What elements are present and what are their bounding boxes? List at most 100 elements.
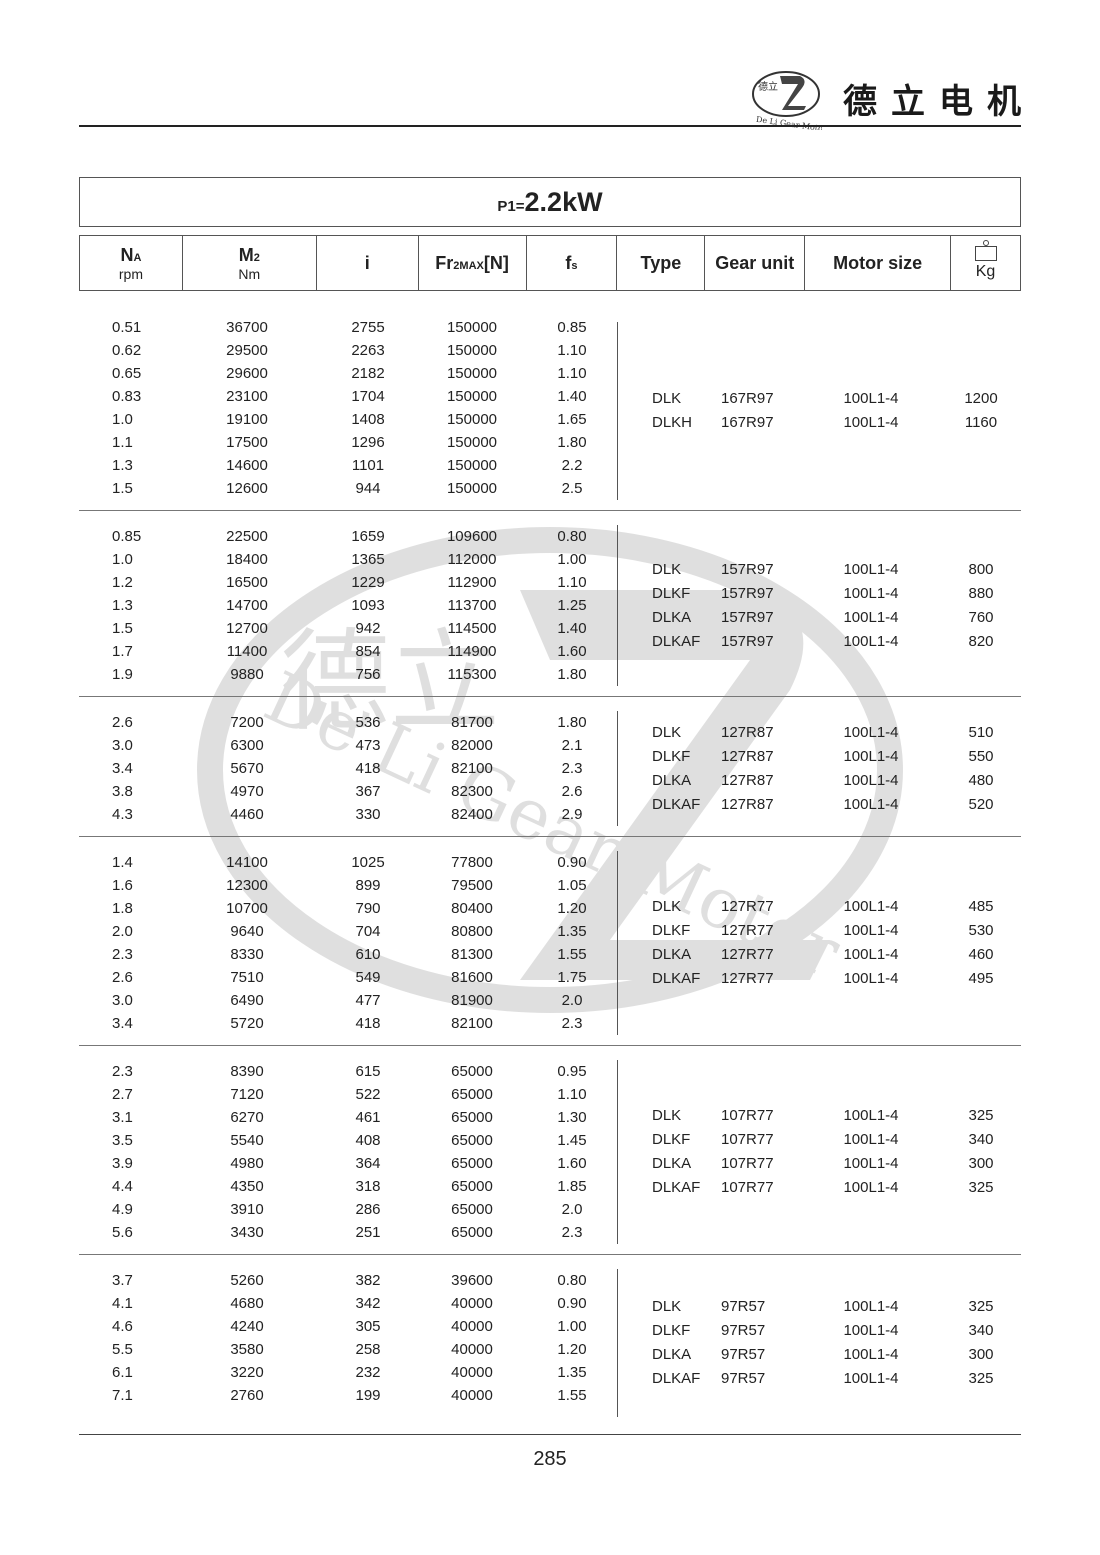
- na-cell: 1.8: [112, 900, 133, 917]
- na-cell: 1.6: [112, 877, 133, 894]
- na-cell: 1.5: [112, 480, 133, 497]
- type-row: DLKAF 157R97 100L1-4 820: [618, 630, 1021, 654]
- i-cell: 549: [355, 969, 381, 986]
- fr2max-cell: 82400: [451, 806, 493, 823]
- type-row: DLKAF 127R87 100L1-4 520: [618, 793, 1021, 817]
- weight-cell: 340: [968, 1322, 994, 1339]
- fr2max-cell: 81900: [451, 992, 493, 1009]
- fr2max-cell: 112000: [447, 551, 497, 568]
- col-type: Type: [616, 236, 704, 290]
- fs-cell: 1.55: [557, 1387, 587, 1404]
- type-row: DLKH 167R97 100L1-4 1160: [618, 411, 1021, 435]
- fs-cell: 0.85: [557, 319, 587, 336]
- na-cell: 4.9: [112, 1201, 133, 1218]
- i-cell: 854: [355, 643, 381, 660]
- m2-cell: 14100: [226, 854, 268, 871]
- table-row: 2.6 7510 549 81600 1.75: [79, 966, 617, 989]
- weight-cell: 325: [968, 1298, 994, 1315]
- fr2max-cell: 150000: [446, 319, 498, 336]
- fs-cell: 1.80: [557, 666, 587, 683]
- gear-unit-cell: 127R87: [721, 795, 774, 813]
- fs-cell: 1.10: [557, 574, 587, 591]
- i-cell: 418: [355, 1015, 381, 1032]
- fs-cell: 1.30: [557, 1109, 587, 1126]
- na-cell: 2.3: [112, 1063, 133, 1080]
- m2-cell: 2760: [230, 1387, 264, 1404]
- weight-cell: 510: [968, 723, 994, 741]
- fs-cell: 1.85: [557, 1178, 587, 1195]
- table-row: 4.1 4680 342 40000 0.90: [79, 1292, 617, 1315]
- table-row: 1.8 10700 790 80400 1.20: [79, 897, 617, 920]
- m2-cell: 8390: [230, 1063, 264, 1080]
- table-row: 3.1 6270 461 65000 1.30: [79, 1106, 617, 1129]
- weight-cell: 495: [968, 970, 994, 987]
- type-row: DLKAF 97R57 100L1-4 325: [618, 1367, 1021, 1391]
- type-row: DLK 167R97 100L1-4 1200: [618, 387, 1021, 411]
- na-cell: 0.65: [112, 365, 142, 382]
- i-cell: 522: [355, 1086, 381, 1103]
- fs-cell: 1.00: [557, 1318, 587, 1335]
- fr2max-cell: 65000: [451, 1178, 493, 1195]
- type-cell: DLKA: [652, 771, 692, 789]
- motor-size-cell: 100L1-4: [843, 1179, 899, 1196]
- fr2max-cell: 150000: [446, 457, 498, 474]
- m2-cell: 4680: [230, 1295, 264, 1312]
- type-cell: DLKF: [652, 1322, 691, 1339]
- fs-cell: 1.20: [557, 1341, 587, 1358]
- fr2max-cell: 39600: [451, 1272, 493, 1289]
- na-cell: 1.0: [112, 551, 133, 568]
- i-cell: 367: [355, 783, 381, 800]
- na-cell: 1.3: [112, 597, 133, 614]
- fr2max-cell: 82300: [451, 783, 493, 800]
- fr2max-cell: 40000: [451, 1387, 493, 1404]
- fr2max-cell: 113700: [447, 597, 497, 614]
- m2-cell: 7120: [230, 1086, 264, 1103]
- type-cell: DLK: [652, 1298, 682, 1315]
- brand-name: 德立电机: [843, 82, 1035, 122]
- table-row: 3.0 6300 473 82000 2.1: [79, 734, 617, 757]
- fr2max-cell: 65000: [451, 1109, 493, 1126]
- m2-cell: 4980: [230, 1155, 264, 1172]
- fr2max-cell: 150000: [446, 434, 498, 451]
- type-row: DLK 107R77 100L1-4 325: [618, 1104, 1021, 1128]
- fs-cell: 0.80: [557, 1272, 587, 1289]
- i-cell: 1408: [351, 411, 385, 428]
- type-row: DLKF 107R77 100L1-4 340: [618, 1128, 1021, 1152]
- i-cell: 461: [355, 1109, 381, 1126]
- gear-unit-cell: 157R97: [721, 560, 774, 578]
- weight-cell: 520: [968, 795, 994, 813]
- na-cell: 3.5: [112, 1132, 133, 1149]
- table-row: 5.5 3580 258 40000 1.20: [79, 1338, 617, 1361]
- power-label: P1=: [497, 198, 525, 215]
- gear-unit-cell: 107R77: [721, 1107, 774, 1124]
- fr2max-cell: 40000: [451, 1364, 493, 1381]
- fs-cell: 1.40: [557, 620, 587, 637]
- na-cell: 5.6: [112, 1224, 133, 1241]
- i-cell: 1093: [351, 597, 385, 614]
- i-cell: 1229: [351, 574, 385, 591]
- motor-size-cell: 100L1-4: [843, 1298, 899, 1315]
- gear-unit-cell: 107R77: [721, 1179, 774, 1196]
- type-row: DLKA 127R87 100L1-4 480: [618, 769, 1021, 793]
- type-list: DLK 157R97 100L1-4 800 DLKF 157R97 100L1-4 880 D…: [617, 525, 1021, 686]
- i-cell: 232: [355, 1364, 381, 1381]
- na-cell: 3.8: [112, 783, 133, 800]
- fr2max-cell: 82000: [451, 737, 493, 754]
- na-cell: 4.6: [112, 1318, 133, 1335]
- fr2max-cell: 81300: [451, 946, 493, 963]
- type-cell: DLKAF: [652, 1179, 701, 1196]
- m2-cell: 17500: [226, 434, 268, 451]
- fr2max-cell: 65000: [451, 1155, 493, 1172]
- i-cell: 1101: [351, 457, 385, 474]
- table-row: 2.7 7120 522 65000 1.10: [79, 1083, 617, 1106]
- table-header: NA rpm M2 Nm i Fr2MAX[N] fs Type Gear unit…: [79, 235, 1021, 291]
- m2-cell: 11400: [226, 643, 268, 660]
- table-row: 4.4 4350 318 65000 1.85: [79, 1175, 617, 1198]
- m2-cell: 5260: [230, 1272, 264, 1289]
- svg-text:De Li Gear Motor: De Li Gear Motor: [755, 115, 822, 130]
- motor-size-cell: 100L1-4: [843, 414, 899, 431]
- table-row: 3.4 5670 418 82100 2.3: [79, 757, 617, 780]
- weight-cell: 760: [968, 608, 994, 626]
- motor-size-cell: 100L1-4: [843, 898, 899, 915]
- table-row: 3.7 5260 382 39600 0.80: [79, 1269, 617, 1292]
